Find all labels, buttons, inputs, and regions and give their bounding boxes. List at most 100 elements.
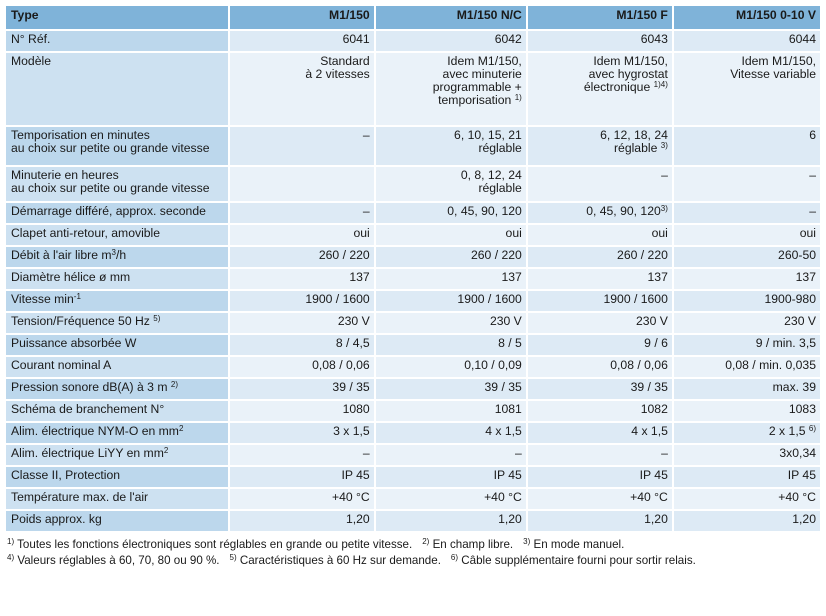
footnotes: 1) Toutes les fonctions électroniques so… bbox=[4, 537, 822, 569]
cell-value: 2 x 1,5 6) bbox=[673, 423, 820, 443]
spec-table: Type M1/150 M1/150 N/C M1/150 F M1/150 0… bbox=[4, 4, 822, 533]
cell-value: 9 / 6 bbox=[527, 335, 672, 355]
cell-value: 39 / 35 bbox=[527, 379, 672, 399]
table-row: Temporisation en minutes au choix sur pet… bbox=[6, 127, 820, 165]
cell-value: – bbox=[229, 445, 374, 465]
cell-value: 260 / 220 bbox=[527, 247, 672, 267]
cell-value: 137 bbox=[527, 269, 672, 289]
cell-value: Idem M1/150, avec hygrostat électronique 1… bbox=[527, 53, 672, 125]
cell-value: Idem M1/150, avec minuterie programmable +… bbox=[375, 53, 526, 125]
cell-value: 230 V bbox=[527, 313, 672, 333]
cell-value: oui bbox=[673, 225, 820, 245]
cell-value: 0,10 / 0,09 bbox=[375, 357, 526, 377]
cell-value: 1,20 bbox=[527, 511, 672, 531]
table-row: Démarrage différé, approx. seconde – 0, 45… bbox=[6, 203, 820, 223]
footnote: 6) Câble supplémentaire fourni pour sort… bbox=[450, 553, 696, 568]
header-col-m1-150-nc: M1/150 N/C bbox=[375, 6, 526, 29]
table-row: Vitesse min-1 1900 / 1600 1900 / 1600 1900 … bbox=[6, 291, 820, 311]
cell-value: oui bbox=[229, 225, 374, 245]
cell-value: oui bbox=[527, 225, 672, 245]
row-label: Classe II, Protection bbox=[6, 467, 228, 487]
header-type: Type bbox=[6, 6, 228, 29]
cell-value: 0, 8, 12, 24 réglable bbox=[375, 167, 526, 201]
cell-value: 1900 / 1600 bbox=[229, 291, 374, 311]
table-row: Courant nominal A 0,08 / 0,06 0,10 / 0,09 0… bbox=[6, 357, 820, 377]
cell-value: 0,08 / 0,06 bbox=[229, 357, 374, 377]
footnote: 2) En champ libre. bbox=[422, 537, 514, 552]
cell-value: 260 / 220 bbox=[229, 247, 374, 267]
cell-value: 1080 bbox=[229, 401, 374, 421]
row-label: N° Réf. bbox=[6, 31, 228, 51]
cell-value: IP 45 bbox=[229, 467, 374, 487]
table-row: Minuterie en heures au choix sur petite o… bbox=[6, 167, 820, 201]
footnote-line: 4) Valeurs réglables à 60, 70, 80 ou 90 … bbox=[7, 553, 822, 569]
cell-value: 137 bbox=[375, 269, 526, 289]
table-row: Alim. électrique NYM-O en mm2 3 x 1,5 4 x … bbox=[6, 423, 820, 443]
cell-value: 39 / 35 bbox=[229, 379, 374, 399]
header-row: Type M1/150 M1/150 N/C M1/150 F M1/150 0… bbox=[6, 6, 820, 29]
cell-value: 6044 bbox=[673, 31, 820, 51]
row-label: Alim. électrique LiYY en mm2 bbox=[6, 445, 228, 465]
cell-value: 39 / 35 bbox=[375, 379, 526, 399]
spec-sheet: Type M1/150 M1/150 N/C M1/150 F M1/150 0… bbox=[4, 4, 822, 569]
cell-value: Standard à 2 vitesses bbox=[229, 53, 374, 125]
row-label: Temporisation en minutes au choix sur pet… bbox=[6, 127, 228, 165]
cell-value: +40 °C bbox=[375, 489, 526, 509]
cell-value: IP 45 bbox=[375, 467, 526, 487]
cell-value: – bbox=[527, 445, 672, 465]
table-row: Température max. de l'air +40 °C +40 °C +40… bbox=[6, 489, 820, 509]
cell-value: 1,20 bbox=[673, 511, 820, 531]
cell-value: – bbox=[229, 203, 374, 223]
table-row: Débit à l'air libre m3/h 260 / 220 260 / 2… bbox=[6, 247, 820, 267]
table-row: Classe II, Protection IP 45 IP 45 IP 45 IP 4… bbox=[6, 467, 820, 487]
cell-value: 1900 / 1600 bbox=[375, 291, 526, 311]
header-col-m1-150-0-10v: M1/150 0-10 V bbox=[673, 6, 820, 29]
cell-value: 1900-980 bbox=[673, 291, 820, 311]
cell-value: 0,08 / min. 0,035 bbox=[673, 357, 820, 377]
cell-value: 6041 bbox=[229, 31, 374, 51]
cell-value: 1,20 bbox=[375, 511, 526, 531]
cell-value: 1082 bbox=[527, 401, 672, 421]
row-label: Température max. de l'air bbox=[6, 489, 228, 509]
cell-value: 0,08 / 0,06 bbox=[527, 357, 672, 377]
cell-value: – bbox=[673, 167, 820, 201]
cell-value: 6043 bbox=[527, 31, 672, 51]
cell-value: oui bbox=[375, 225, 526, 245]
table-row: Schéma de branchement N° 1080 1081 1082 1083 bbox=[6, 401, 820, 421]
cell-value: IP 45 bbox=[673, 467, 820, 487]
table-row: Modèle Standard à 2 vitesses Idem M1/150, av… bbox=[6, 53, 820, 125]
row-label: Débit à l'air libre m3/h bbox=[6, 247, 228, 267]
cell-value: 1083 bbox=[673, 401, 820, 421]
footnote: 4) Valeurs réglables à 60, 70, 80 ou 90 … bbox=[7, 553, 220, 568]
cell-value: 8 / 5 bbox=[375, 335, 526, 355]
cell-value: IP 45 bbox=[527, 467, 672, 487]
cell-value bbox=[229, 167, 374, 201]
row-label: Vitesse min-1 bbox=[6, 291, 228, 311]
cell-value: +40 °C bbox=[527, 489, 672, 509]
cell-value: 3 x 1,5 bbox=[229, 423, 374, 443]
row-label: Courant nominal A bbox=[6, 357, 228, 377]
cell-value: – bbox=[229, 127, 374, 165]
cell-value: 1,20 bbox=[229, 511, 374, 531]
table-row: Alim. électrique LiYY en mm2– – –3x0,34 bbox=[6, 445, 820, 465]
cell-value: 4 x 1,5 bbox=[527, 423, 672, 443]
row-label: Poids approx. kg bbox=[6, 511, 228, 531]
row-label: Schéma de branchement N° bbox=[6, 401, 228, 421]
row-label: Pression sonore dB(A) à 3 m 2) bbox=[6, 379, 228, 399]
cell-value: 1081 bbox=[375, 401, 526, 421]
row-label: Démarrage différé, approx. seconde bbox=[6, 203, 228, 223]
table-row: Pression sonore dB(A) à 3 m 2) 39 / 35 39 … bbox=[6, 379, 820, 399]
cell-value: 8 / 4,5 bbox=[229, 335, 374, 355]
table-row: Tension/Fréquence 50 Hz 5) 230 V 230 V 230 … bbox=[6, 313, 820, 333]
cell-value: 137 bbox=[229, 269, 374, 289]
cell-value: 0, 45, 90, 1203) bbox=[527, 203, 672, 223]
cell-value: 6 bbox=[673, 127, 820, 165]
table-row: N° Réf. 6041 6042 6043 6044 bbox=[6, 31, 820, 51]
cell-value: 3x0,34 bbox=[673, 445, 820, 465]
row-label: Alim. électrique NYM-O en mm2 bbox=[6, 423, 228, 443]
footnote: 1) Toutes les fonctions électroniques so… bbox=[7, 537, 413, 552]
cell-value: 260 / 220 bbox=[375, 247, 526, 267]
table-row: Clapet anti-retour, amovible oui oui oui oui bbox=[6, 225, 820, 245]
cell-value: 4 x 1,5 bbox=[375, 423, 526, 443]
